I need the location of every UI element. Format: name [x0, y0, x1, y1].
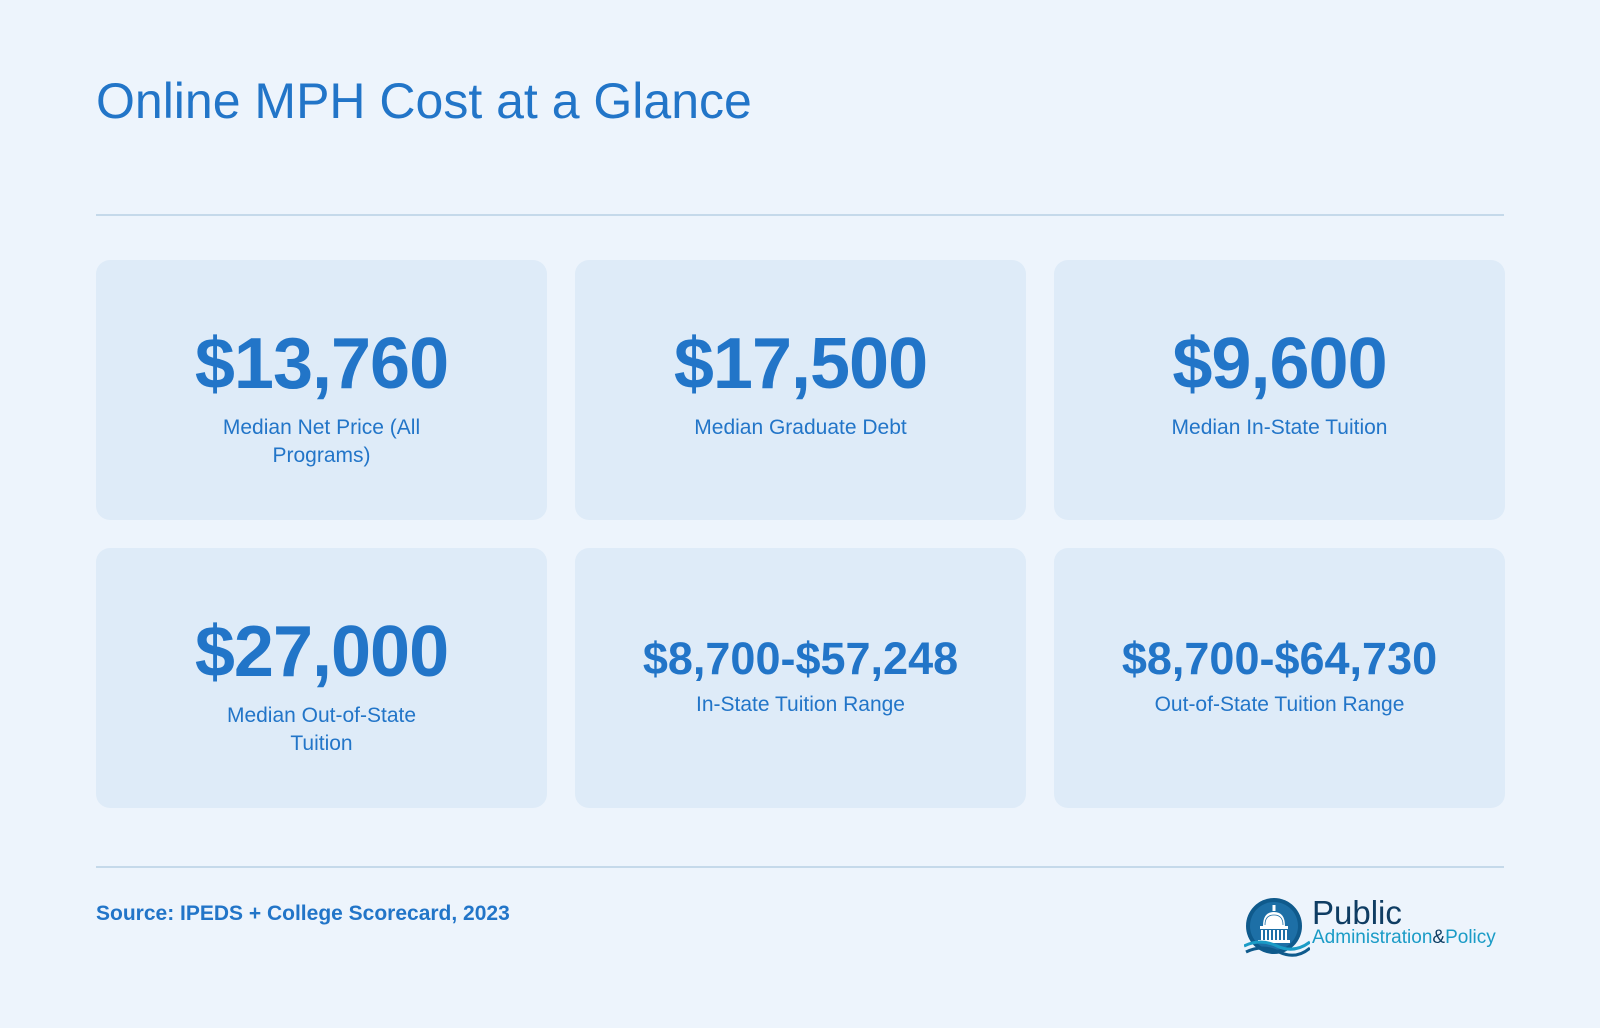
logo-wordmark-subtitle: Administration&Policy — [1312, 928, 1496, 947]
stat-value: $17,500 — [673, 324, 928, 404]
stat-value: $9,600 — [1172, 324, 1387, 404]
stat-label: Out-of-State Tuition Range — [1154, 693, 1405, 716]
stat-card-out-of-state-tuition-range: $8,700-$64,730 Out-of-State Tuition Rang… — [1054, 548, 1505, 808]
logo-word-policy: Policy — [1445, 927, 1496, 948]
stat-label: Median Graduate Debt — [694, 416, 907, 439]
page-title: Online MPH Cost at a Glance — [96, 73, 752, 129]
stat-card-median-net-price: $13,760 Median Net Price (All Programs) — [96, 260, 547, 520]
stat-label: Median Net Price (All Programs) — [222, 416, 421, 467]
stat-value: $8,700-$57,248 — [642, 633, 959, 684]
stat-card-median-out-of-state-tuition: $27,000 Median Out-of-State Tuition — [96, 548, 547, 808]
stat-card-in-state-tuition-range: $8,700-$57,248 In-State Tuition Range — [575, 548, 1026, 808]
capitol-dome-icon — [1244, 898, 1310, 957]
stat-card-median-graduate-debt: $17,500 Median Graduate Debt — [575, 260, 1026, 520]
stat-label: Median In-State Tuition — [1171, 416, 1388, 439]
stats-grid: $13,760 Median Net Price (All Programs) … — [96, 260, 1505, 808]
source-note: Source: IPEDS + College Scorecard, 2023 — [96, 902, 510, 925]
top-divider — [96, 214, 1504, 216]
stat-label: Median Out-of-State Tuition — [226, 704, 417, 755]
stat-value: $27,000 — [194, 612, 449, 692]
bottom-divider — [96, 866, 1504, 868]
logo-wordmark-public: Public — [1312, 894, 1402, 931]
stat-card-median-in-state-tuition: $9,600 Median In-State Tuition — [1054, 260, 1505, 520]
logo-word-administration: Administration — [1312, 927, 1433, 948]
public-administration-policy-logo: Public Administration&Policy — [1244, 896, 1504, 958]
logo-ampersand: & — [1432, 927, 1446, 948]
stat-value: $13,760 — [194, 324, 449, 404]
stat-value: $8,700-$64,730 — [1121, 633, 1438, 684]
stat-label: In-State Tuition Range — [696, 693, 905, 716]
